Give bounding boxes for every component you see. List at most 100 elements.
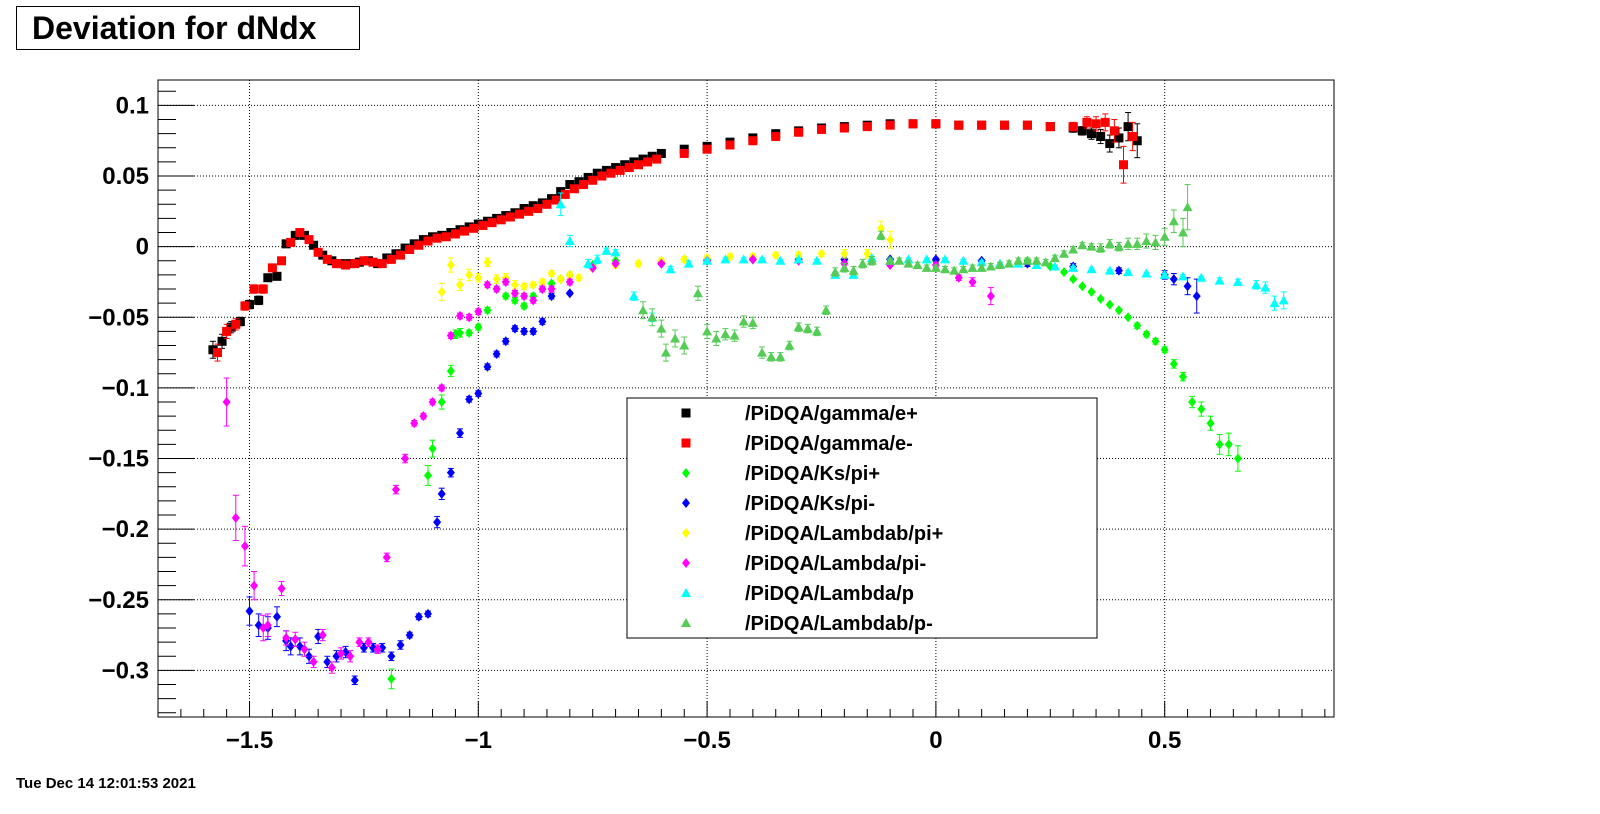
data-point — [327, 256, 337, 266]
data-point — [423, 236, 433, 246]
data-point — [304, 235, 314, 245]
data-point — [976, 257, 987, 267]
data-point — [1214, 275, 1225, 285]
data-point — [702, 326, 713, 336]
data-point — [802, 323, 813, 333]
data-point — [501, 336, 510, 347]
data-point — [446, 330, 455, 341]
data-point — [592, 168, 602, 178]
data-point — [1022, 255, 1033, 265]
data-point — [373, 259, 383, 269]
data-point — [629, 157, 639, 167]
y-tick-label: −0.05 — [88, 304, 149, 331]
data-point — [529, 295, 538, 306]
data-point — [501, 291, 510, 302]
data-point — [702, 144, 712, 154]
data-point — [400, 243, 410, 253]
data-point — [908, 119, 918, 129]
data-point — [1119, 160, 1129, 170]
data-point — [817, 248, 826, 259]
data-point — [968, 276, 977, 287]
data-point — [606, 168, 616, 178]
series-6 — [555, 192, 1289, 323]
data-point — [387, 651, 396, 662]
data-point — [240, 541, 249, 552]
data-point — [556, 274, 565, 285]
data-point — [679, 340, 690, 350]
data-point — [547, 284, 556, 295]
data-point — [958, 264, 969, 274]
legend-marker — [682, 498, 690, 508]
legend-marker — [682, 558, 690, 568]
data-point — [747, 317, 758, 327]
data-point — [875, 230, 886, 240]
data-point — [1086, 129, 1096, 139]
data-point — [1078, 281, 1087, 292]
data-point — [446, 365, 455, 376]
data-point — [1045, 122, 1055, 132]
plot-frame — [157, 79, 1335, 718]
data-point — [322, 254, 332, 264]
data-point — [857, 258, 868, 268]
data-point — [267, 263, 277, 273]
data-point — [250, 580, 259, 591]
data-point — [1022, 120, 1032, 130]
data-point — [1169, 274, 1178, 285]
data-point — [885, 255, 896, 265]
data-point — [665, 264, 676, 274]
data-point — [652, 154, 662, 164]
data-point — [954, 120, 964, 130]
data-point — [839, 262, 850, 272]
data-point — [1182, 202, 1193, 212]
data-point — [894, 255, 905, 265]
y-tick-label: −0.3 — [102, 657, 149, 684]
data-point — [217, 336, 227, 346]
data-point — [464, 222, 474, 232]
data-point — [1049, 261, 1060, 271]
data-point — [1060, 267, 1069, 278]
data-point — [1197, 404, 1206, 415]
legend-marker — [681, 588, 691, 597]
data-point — [487, 218, 497, 228]
data-point — [465, 327, 474, 338]
axes: −1.5 −1 −0.5 0 0.5 0.1 0.05 0 −0.05 −0.1 −0.15 −0.2… — [88, 90, 1326, 754]
data-point — [1040, 257, 1051, 267]
data-point — [1087, 286, 1096, 297]
data-point — [432, 233, 442, 243]
data-point — [249, 284, 259, 294]
data-point — [1123, 267, 1134, 277]
data-point — [492, 284, 501, 295]
data-point — [222, 326, 232, 336]
data-point — [290, 230, 300, 240]
y-tick-label: 0.1 — [116, 92, 149, 119]
data-point — [634, 258, 643, 269]
data-point — [547, 291, 556, 302]
data-point — [254, 295, 264, 305]
data-point — [1123, 122, 1133, 132]
data-point — [492, 213, 502, 223]
data-point — [396, 639, 405, 650]
data-point — [222, 397, 231, 408]
data-point — [1168, 216, 1179, 226]
data-point — [295, 228, 305, 238]
data-point — [482, 216, 492, 226]
data-point — [456, 428, 465, 439]
data-point — [1177, 227, 1188, 237]
data-point — [520, 300, 529, 311]
data-point — [341, 260, 351, 270]
data-point — [405, 630, 414, 641]
data-point — [954, 272, 963, 283]
series-1 — [212, 113, 1138, 362]
data-point — [611, 258, 620, 269]
data-point — [231, 319, 241, 329]
data-point — [628, 291, 639, 301]
data-point — [1141, 268, 1152, 278]
data-point — [286, 641, 295, 652]
legend-marker — [681, 618, 691, 627]
data-point — [775, 351, 786, 361]
data-point — [245, 300, 255, 310]
data-point — [520, 326, 529, 337]
legend-marker — [682, 528, 690, 538]
data-point — [354, 257, 364, 267]
